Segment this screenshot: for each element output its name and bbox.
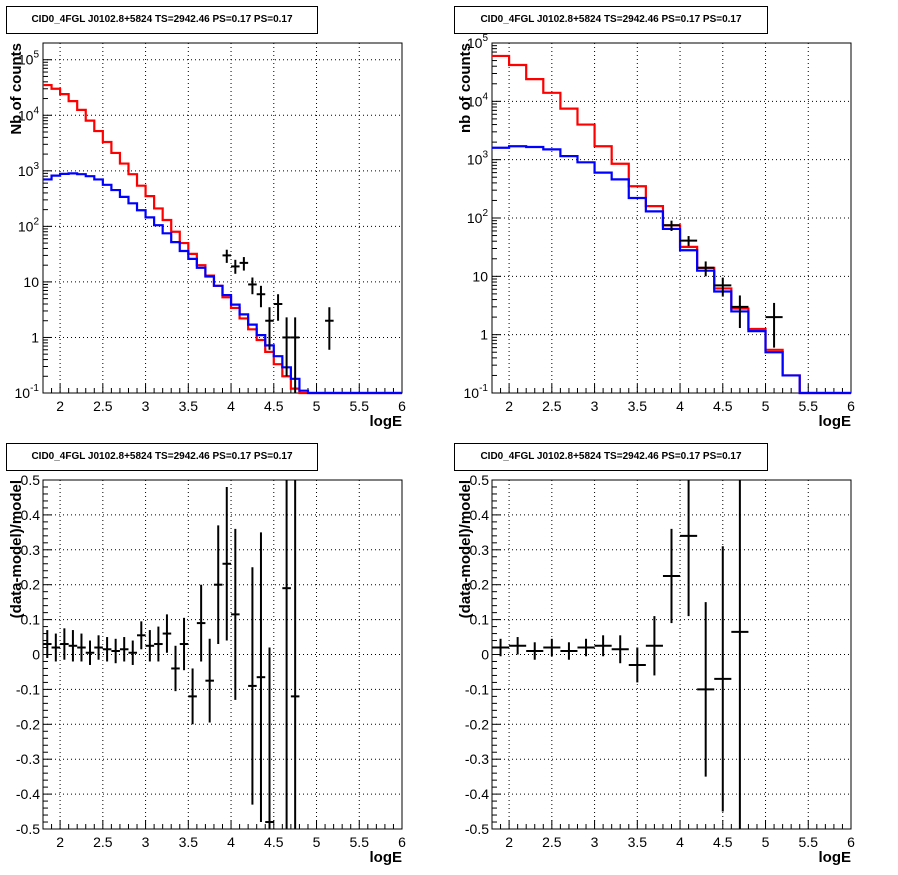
y-tick-label: 105 <box>18 50 40 68</box>
x-tick-label: 6 <box>847 398 855 414</box>
y-tick-label: 103 <box>467 150 489 168</box>
x-tick-label: 3 <box>142 398 150 414</box>
y-tick-label: -0.5 <box>16 821 40 837</box>
y-tick-label: -0.2 <box>465 716 489 732</box>
y-tick-label: 0.4 <box>21 507 41 523</box>
y-tick-label: 0.5 <box>21 472 41 488</box>
y-tick-label: -0.4 <box>16 786 40 802</box>
x-tick-label: 2 <box>505 834 513 850</box>
x-tick-label: 5.5 <box>799 834 819 850</box>
y-tick-label: 102 <box>18 216 40 234</box>
y-axis-label: Nb of counts <box>8 43 25 135</box>
x-tick-label: 2.5 <box>93 398 113 414</box>
panel-title-top-right: CID0_4FGL J0102.8+5824 TS=2942.46 PS=0.1… <box>454 6 768 34</box>
y-tick-label: 102 <box>467 208 489 226</box>
x-tick-label: 3.5 <box>628 398 648 414</box>
x-axis-label: logE <box>819 413 852 430</box>
y-tick-label: 105 <box>467 33 489 51</box>
y-tick-label: 0.1 <box>470 612 490 628</box>
y-tick-label: 10 <box>472 268 488 284</box>
x-tick-label: 3 <box>142 834 150 850</box>
panel-title-bottom-left: CID0_4FGL J0102.8+5824 TS=2942.46 PS=0.1… <box>6 443 318 471</box>
y-tick-label: -0.1 <box>16 681 40 697</box>
x-tick-label: 2 <box>505 398 513 414</box>
y-tick-label: 0.4 <box>470 507 490 523</box>
y-tick-label: -0.2 <box>16 716 40 732</box>
y-tick-label: 104 <box>467 91 489 109</box>
y-tick-label: 0 <box>32 647 40 663</box>
y-tick-label: 1 <box>31 329 39 345</box>
x-tick-label: 4 <box>227 398 235 414</box>
x-tick-label: 2.5 <box>93 834 113 850</box>
x-tick-label: 5 <box>313 398 321 414</box>
y-tick-label: 103 <box>18 161 40 179</box>
x-tick-label: 5.5 <box>350 398 370 414</box>
x-tick-label: 3 <box>591 398 599 414</box>
y-tick-label: -0.5 <box>465 821 489 837</box>
panel-title-top-left: CID0_4FGL J0102.8+5824 TS=2942.46 PS=0.1… <box>6 6 318 34</box>
y-tick-label: 10-1 <box>464 383 489 401</box>
y-axis-label: (data-model)/model <box>457 480 474 618</box>
x-tick-label: 4.5 <box>713 834 733 850</box>
x-tick-label: 6 <box>847 834 855 850</box>
y-tick-label: -0.3 <box>16 751 40 767</box>
model-histogram <box>492 145 851 395</box>
x-tick-label: 3.5 <box>179 398 199 414</box>
y-tick-label: 10-1 <box>15 383 40 401</box>
x-tick-label: 5 <box>762 398 770 414</box>
x-tick-label: 4 <box>676 834 684 850</box>
y-tick-label: 1 <box>480 327 488 343</box>
y-axis-label: (data-model)/model <box>8 480 25 618</box>
y-tick-label: -0.3 <box>465 751 489 767</box>
x-tick-label: 2.5 <box>542 834 562 850</box>
x-tick-label: 4.5 <box>713 398 733 414</box>
x-tick-label: 4 <box>227 834 235 850</box>
y-tick-label: 0.5 <box>470 472 490 488</box>
y-tick-label: 10 <box>23 274 39 290</box>
y-tick-label: 0 <box>481 647 489 663</box>
x-tick-label: 2 <box>56 398 64 414</box>
x-tick-label: 2.5 <box>542 398 562 414</box>
x-tick-label: 2 <box>56 834 64 850</box>
y-tick-label: 0.2 <box>470 577 490 593</box>
x-tick-label: 4 <box>676 398 684 414</box>
panel-title-bottom-right: CID0_4FGL J0102.8+5824 TS=2942.46 PS=0.1… <box>454 443 768 471</box>
y-axis-label: nb of counts <box>457 43 474 133</box>
x-tick-label: 6 <box>398 398 406 414</box>
x-tick-label: 4.5 <box>264 398 284 414</box>
x-axis-label: logE <box>370 413 403 430</box>
y-tick-label: 0.3 <box>470 542 490 558</box>
y-tick-label: 104 <box>18 105 40 123</box>
x-tick-label: 5 <box>762 834 770 850</box>
y-tick-label: -0.1 <box>465 681 489 697</box>
x-tick-label: 3.5 <box>628 834 648 850</box>
y-tick-label: 0.3 <box>21 542 41 558</box>
x-axis-label: logE <box>819 849 852 866</box>
y-tick-label: 0.2 <box>21 577 41 593</box>
x-tick-label: 4.5 <box>264 834 284 850</box>
x-axis-label: logE <box>370 849 403 866</box>
x-tick-label: 5.5 <box>799 398 819 414</box>
y-tick-label: -0.4 <box>465 786 489 802</box>
x-tick-label: 5 <box>313 834 321 850</box>
x-tick-label: 3 <box>591 834 599 850</box>
model-histogram <box>43 172 402 395</box>
x-tick-label: 3.5 <box>179 834 199 850</box>
y-tick-label: 0.1 <box>21 612 41 628</box>
x-tick-label: 6 <box>398 834 406 850</box>
x-tick-label: 5.5 <box>350 834 370 850</box>
